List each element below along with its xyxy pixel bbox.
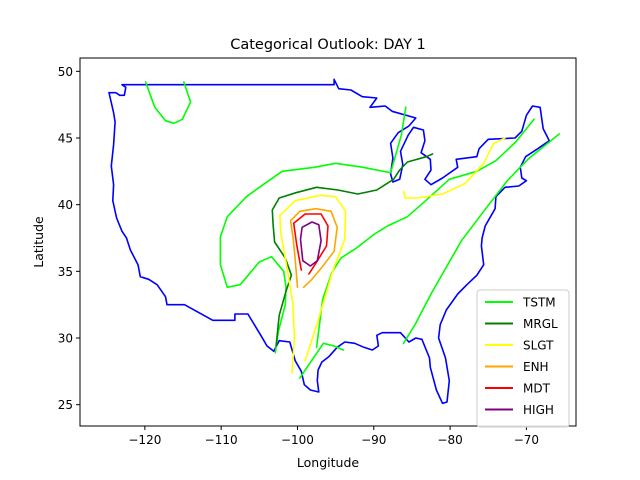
legend-label-enh: ENH: [523, 360, 549, 374]
x-axis-label: Longitude: [297, 455, 359, 470]
y-tick-label: 35: [58, 265, 73, 279]
x-tick-label: −100: [281, 433, 314, 447]
series-slgt-line-1: [279, 194, 347, 374]
y-tick-label: 45: [58, 132, 73, 146]
y-tick-label: 30: [58, 332, 73, 346]
legend-label-tstm: TSTM: [522, 296, 556, 310]
series-tstm-line-1: [144, 81, 192, 125]
x-tick-label: −120: [128, 433, 161, 447]
y-tick-label: 25: [58, 398, 73, 412]
x-tick-label: −70: [514, 433, 539, 447]
series-tstm-line-4: [402, 133, 561, 345]
legend: TSTM MRGL SLGT ENH MDT HIGH: [476, 289, 570, 428]
legend-label-slgt: SLGT: [523, 339, 554, 353]
series-mrgl-line-1: [271, 153, 434, 347]
x-tick-label: −80: [437, 433, 462, 447]
us-border-outline: [108, 78, 551, 405]
legend-label-high: HIGH: [523, 403, 554, 417]
series-mdt-line-1: [292, 213, 329, 275]
series-slgt-line-2: [402, 137, 506, 199]
series-tstm-line-2: [298, 342, 345, 379]
series-enh-line-1: [289, 207, 339, 289]
plot-frame: [79, 57, 577, 427]
legend-label-mdt: MDT: [523, 382, 551, 396]
plot-data-layer: [108, 78, 561, 405]
y-axis-label: Latitude: [31, 216, 46, 268]
axis-ticks: −120 −110 −100 −90 −80 −70 25 30 35 40 45 50: [58, 65, 539, 447]
legend-label-mrgl: MRGL: [523, 317, 558, 331]
x-tick-label: −90: [361, 433, 386, 447]
series-tstm-line-5: [219, 106, 407, 354]
y-tick-label: 40: [58, 198, 73, 212]
series-high-line-1: [299, 221, 322, 267]
y-tick-label: 50: [58, 65, 73, 79]
chart-title: Categorical Outlook: DAY 1: [230, 37, 426, 53]
x-tick-label: −110: [205, 433, 238, 447]
